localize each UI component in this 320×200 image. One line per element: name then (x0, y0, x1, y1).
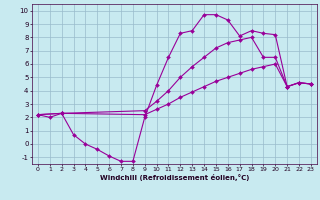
X-axis label: Windchill (Refroidissement éolien,°C): Windchill (Refroidissement éolien,°C) (100, 174, 249, 181)
